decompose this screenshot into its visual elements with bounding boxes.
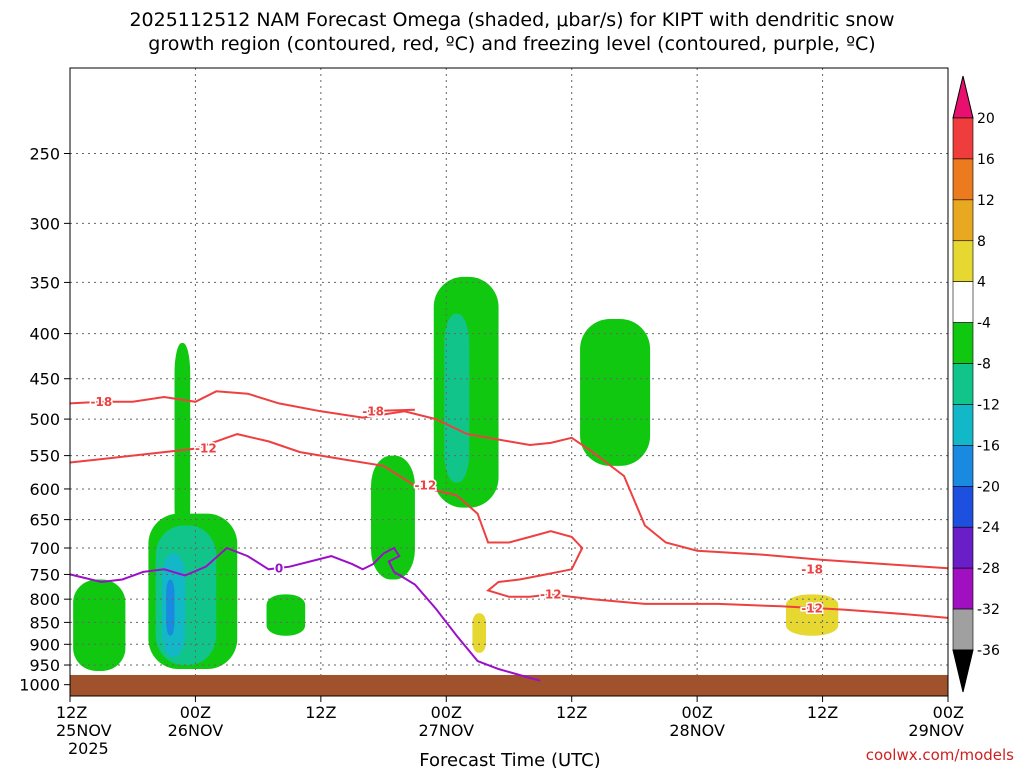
omega-region: [444, 313, 470, 483]
isotherm-contour: [69, 433, 949, 619]
freezing-level-label: 0: [275, 561, 283, 575]
omega-region: [785, 594, 839, 636]
colorbar-segment: [952, 404, 974, 446]
colorbar-segment: [952, 240, 974, 282]
colorbar-tick-label: 16: [977, 152, 995, 168]
colorbar-segment: [952, 486, 974, 528]
colorbar-segment: [952, 281, 974, 323]
colorbar-segment: [952, 117, 974, 160]
omega-region: [911, 626, 948, 666]
colorbar-segment: [952, 526, 974, 569]
isotherm-label: -12: [801, 602, 823, 616]
x-axis-label: Forecast Time (UTC): [419, 750, 600, 768]
isotherm-label: -12: [415, 479, 437, 493]
isotherm-label: -18: [91, 395, 113, 409]
x-tick-label: 12Z: [305, 703, 336, 722]
y-tick-label: 750: [29, 565, 60, 584]
y-tick-label: 950: [29, 656, 60, 675]
y-tick-label: 450: [29, 370, 60, 389]
freezing-level-contour: [69, 546, 541, 682]
colorbar-tick-label: 8: [977, 234, 986, 250]
x-tick-date: 29NOV: [908, 721, 964, 740]
colorbar-tick-label: -4: [977, 316, 991, 332]
colorbar-segment: [952, 199, 974, 242]
terrain: [70, 674, 948, 696]
colorbar-tick-label: -12: [977, 397, 1000, 413]
x-tick-label: 00Z: [431, 703, 462, 722]
colorbar-segment: [952, 445, 974, 487]
colorbar-tick-label: -8: [977, 357, 991, 373]
colorbar-arrow-top: [952, 75, 974, 119]
colorbar-tick-label: -32: [977, 602, 1000, 618]
y-tick-label: 350: [29, 273, 60, 292]
x-tick-label: 00Z: [933, 703, 964, 722]
isotherm-contour: [69, 390, 949, 570]
colorbar-tick-label: -24: [977, 520, 1000, 536]
omega-region: [266, 594, 306, 636]
chart-title-line2: growth region (contoured, red, ºC) and f…: [148, 33, 875, 55]
x-tick-label: 12Z: [807, 703, 838, 722]
x-tick-date: 28NOV: [669, 721, 725, 740]
colorbar-segment: [952, 322, 974, 364]
colorbar-segment: [952, 567, 974, 610]
x-tick-label: 00Z: [180, 703, 211, 722]
y-tick-label: 550: [29, 447, 60, 466]
colorbar-tick-label: 12: [977, 193, 995, 209]
y-tick-label: 850: [29, 613, 60, 632]
omega-shading: [73, 276, 948, 672]
y-tick-label: 1000: [19, 676, 60, 695]
colorbar-tick-label: -16: [977, 438, 1000, 454]
isotherm-label: -12: [540, 587, 562, 601]
colorbar-tick-label: 20: [977, 111, 995, 127]
y-tick-label: 250: [29, 144, 60, 163]
colorbar-tick-label: -36: [977, 643, 1000, 659]
y-tick-label: 700: [29, 539, 60, 558]
colorbar-tick-label: -20: [977, 479, 1000, 495]
isotherm-label: -12: [195, 442, 217, 456]
omega-region: [472, 613, 487, 653]
colorbar-tick-label: 4: [977, 275, 986, 291]
contours: -18 -18 -12 -12 -12 -18 -12 0: [69, 390, 949, 682]
x-tick-date: 26NOV: [168, 721, 224, 740]
y-tick-label: 900: [29, 635, 60, 654]
y-tick-label: 650: [29, 511, 60, 530]
colorbar-segment: [952, 608, 974, 651]
x-tick-date: 25NOV: [56, 721, 112, 740]
colorbar-tick-label: -28: [977, 561, 1000, 577]
credit-link[interactable]: coolwx.com/models: [866, 746, 1014, 764]
colorbar: 20 16 12 8 4 -4 -8 -12 -16 -20 -24 -28 -32 -36: [952, 75, 1000, 693]
y-tick-label: 600: [29, 480, 60, 499]
x-tick-year: 2025: [68, 739, 109, 758]
grid: [69, 68, 949, 696]
colorbar-segment: [952, 363, 974, 405]
x-tick-date: 27NOV: [418, 721, 474, 740]
x-tick-label: 00Z: [681, 703, 712, 722]
omega-region: [371, 455, 415, 580]
omega-region: [166, 579, 175, 636]
y-tick-label: 400: [29, 325, 60, 344]
terrain-band: [70, 674, 948, 696]
x-tick-label: 12Z: [56, 703, 87, 722]
y-tick-label: 300: [29, 214, 60, 233]
y-tick-label: 800: [29, 590, 60, 609]
colorbar-segment: [952, 158, 974, 201]
isotherm-contour: [362, 408, 415, 413]
isotherm-label: -18: [362, 404, 384, 418]
plot-frame: [69, 67, 949, 697]
omega-region: [580, 318, 651, 466]
y-axis: 250 300 350 400 450 500 550 600 650 700 750 800 850 9…: [19, 144, 70, 695]
isotherm-label: -18: [801, 562, 823, 576]
omega-region: [174, 343, 191, 537]
y-tick-label: 500: [29, 410, 60, 429]
colorbar-arrow-bottom: [952, 649, 974, 693]
omega-region: [73, 579, 126, 672]
x-tick-label: 12Z: [556, 703, 587, 722]
chart-title-line1: 2025112512 NAM Forecast Omega (shaded, μ…: [129, 9, 894, 31]
